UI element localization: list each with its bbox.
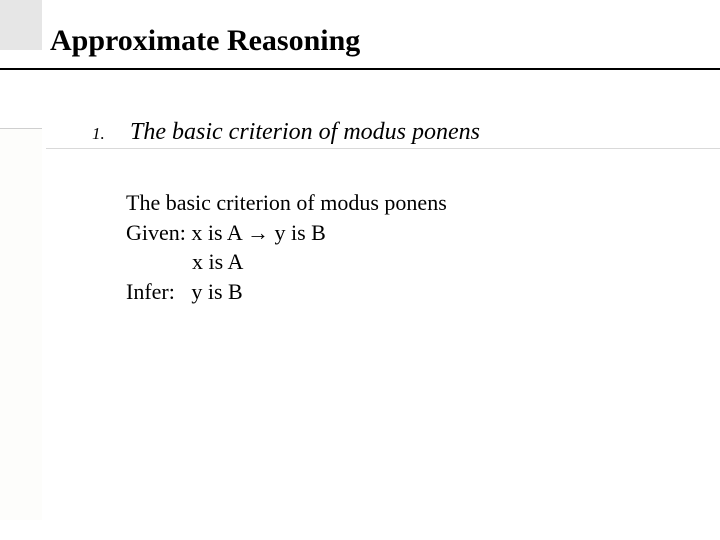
list-number: 1. [92, 124, 105, 144]
left-panel [0, 128, 42, 520]
body-line-4: Infer: y is B [126, 277, 447, 307]
list-heading: The basic criterion of modus ponens [130, 119, 480, 146]
slide: Approximate Reasoning 1. The basic crite… [0, 0, 720, 540]
body-line-1: The basic criterion of modus ponens [126, 188, 447, 218]
title-underline [0, 68, 720, 70]
top-gray-block [0, 0, 42, 50]
body-line-3: x is A [126, 247, 447, 277]
page-title: Approximate Reasoning [50, 24, 360, 58]
body-text: The basic criterion of modus ponens Give… [126, 188, 447, 307]
body-line-2: Given: x is A → y is B [126, 218, 447, 248]
separator-line [46, 148, 720, 149]
